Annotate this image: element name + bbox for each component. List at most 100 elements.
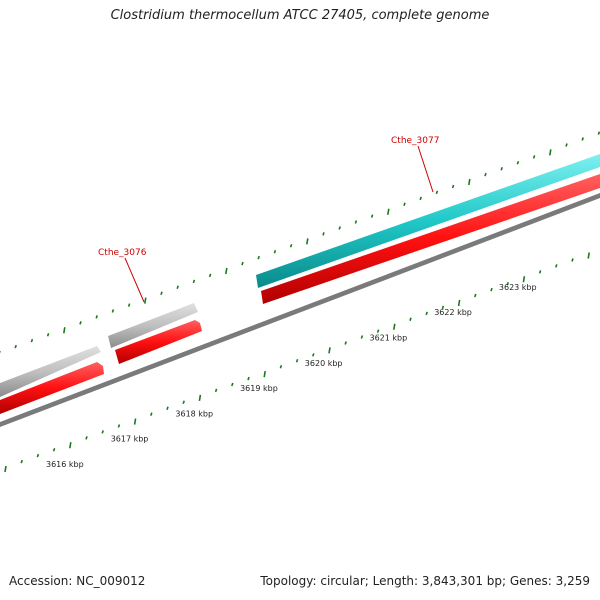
inner-tick — [474, 293, 477, 298]
scale-label-3621: 3621 kbp — [370, 334, 408, 343]
outer-tick — [322, 232, 325, 236]
scale-label-3623: 3623 kbp — [499, 283, 537, 292]
inner-tick — [52, 447, 56, 452]
map-title: Clostridium thermocellum ATCC 27405, com… — [110, 8, 490, 23]
outer-tick — [241, 261, 244, 266]
outer-tick — [176, 285, 179, 290]
outer-tick — [30, 338, 34, 343]
inner-tick — [20, 459, 23, 464]
outer-tick-row — [0, 131, 600, 354]
inner-tick — [441, 305, 445, 310]
outer-tick — [111, 309, 115, 313]
inner-tick — [506, 281, 509, 286]
outer-tick — [192, 279, 196, 284]
outer-tick — [127, 303, 131, 307]
outer-tick — [14, 344, 17, 349]
genome-backbone — [0, 193, 600, 427]
inner-tick — [425, 311, 428, 316]
inner-tick — [587, 252, 590, 259]
outer-tick — [484, 172, 487, 177]
inner-tick — [571, 258, 574, 262]
outer-tick — [500, 166, 503, 171]
outer-tick — [597, 131, 600, 135]
inner-tick — [538, 270, 542, 274]
gene-label-cthe-3077[interactable]: Cthe_3077 — [391, 136, 439, 146]
inner-tick — [522, 276, 526, 283]
outer-tick — [387, 208, 390, 215]
outer-tick — [95, 315, 98, 319]
scale-label-3618: 3618 kbp — [175, 409, 213, 418]
gene-feature-grey-left — [0, 346, 101, 397]
label-leader-cthe-3077 — [417, 145, 434, 193]
outer-tick — [225, 267, 228, 275]
outer-tick — [468, 178, 471, 186]
outer-tick — [160, 291, 163, 295]
outer-tick — [338, 226, 341, 230]
gene-feature-cthe-3077 — [256, 154, 600, 288]
inner-tick — [328, 347, 331, 354]
inner-tick — [344, 341, 347, 345]
scale-label-3620: 3620 kbp — [305, 359, 343, 368]
gene-label-cthe-3076[interactable]: Cthe_3076 — [98, 248, 147, 258]
cds-arrow-cthe-3077 — [261, 174, 600, 304]
inner-tick — [295, 359, 299, 363]
inner-tick — [457, 299, 461, 307]
outer-tick — [419, 196, 422, 201]
inner-tick — [360, 335, 364, 339]
inner-tick — [409, 317, 412, 322]
outer-tick — [354, 220, 358, 224]
inner-tick — [214, 388, 218, 393]
outer-tick — [257, 255, 260, 260]
outer-tick — [370, 214, 374, 218]
outer-tick — [273, 249, 277, 254]
inner-tick — [231, 382, 234, 387]
inner-tick — [101, 430, 104, 434]
outer-tick — [435, 190, 439, 195]
outer-tick — [532, 155, 536, 159]
scale-label-3619: 3619 kbp — [240, 384, 278, 393]
outer-tick — [63, 327, 66, 334]
inner-tick — [182, 400, 185, 405]
outer-tick — [144, 297, 147, 304]
inner-tick — [85, 436, 88, 440]
outer-tick — [289, 244, 293, 248]
inner-tick — [198, 394, 202, 401]
scale-label-3616: 3616 kbp — [46, 460, 84, 469]
gene-feature-cthe-3076 — [108, 303, 198, 348]
inner-tick — [133, 418, 137, 425]
outer-tick — [46, 332, 50, 337]
inner-tick — [247, 376, 250, 381]
outer-tick — [516, 161, 520, 165]
inner-tick — [4, 465, 7, 473]
outer-tick — [306, 238, 309, 245]
outer-tick — [451, 184, 455, 189]
inner-tick — [117, 424, 121, 428]
outer-tick — [581, 137, 584, 141]
outer-tick — [79, 321, 82, 325]
outer-tick — [549, 149, 552, 156]
inner-tick — [166, 406, 169, 410]
inner-tick-row — [4, 252, 590, 473]
inner-tick — [150, 412, 153, 416]
label-leader-cthe-3076 — [124, 257, 145, 303]
cds-arrow-cthe-3076 — [115, 320, 202, 364]
inner-tick — [490, 287, 493, 292]
inner-tick — [69, 442, 72, 449]
scale-label-3617: 3617 kbp — [111, 435, 149, 444]
scale-labels: 3616 kbp 3617 kbp 3618 kbp 3619 kbp 3620 kbp… — [46, 283, 537, 469]
cds-arrow-left — [0, 362, 104, 414]
inner-tick — [376, 329, 380, 333]
scale-label-3622: 3622 kbp — [434, 308, 472, 317]
inner-tick — [279, 364, 283, 369]
inner-tick — [555, 264, 558, 268]
inner-tick — [263, 371, 266, 378]
outer-tick — [403, 202, 406, 207]
inner-tick — [312, 353, 315, 357]
inner-tick — [393, 323, 396, 330]
inner-tick — [36, 453, 40, 458]
outer-tick — [565, 143, 568, 147]
genome-summary-text: Topology: circular; Length: 3,843,301 bp… — [260, 574, 590, 588]
outer-tick — [208, 273, 212, 278]
accession-text: Accession: NC_009012 — [9, 574, 146, 588]
